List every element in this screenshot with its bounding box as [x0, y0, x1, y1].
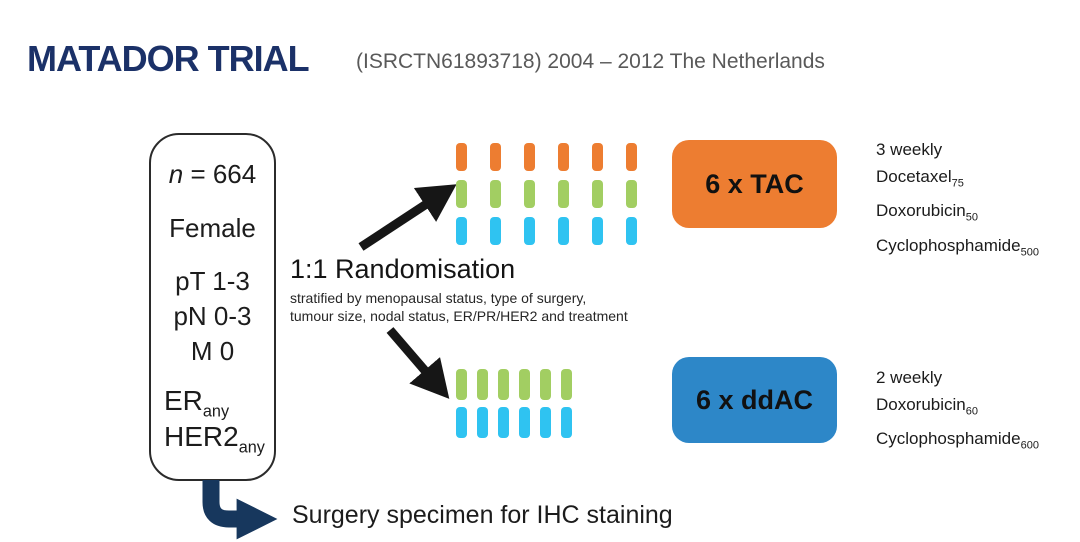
cycle-tick-row-green: [456, 369, 572, 400]
cycle-tick: [490, 217, 501, 245]
cycle-tick: [540, 407, 551, 438]
cycle-tick: [519, 407, 530, 438]
page-title: MATADOR TRIAL: [27, 38, 310, 79]
cycle-tick: [540, 369, 551, 400]
cycle-tick: [477, 369, 488, 400]
cycle-tick: [456, 217, 467, 245]
trial-registration-subtitle: (ISRCTN61893718) 2004 – 2012 The Netherl…: [356, 50, 825, 73]
cycle-tick: [490, 180, 501, 208]
arrow-to-ddac-arm: [386, 327, 450, 399]
cycle-tick: [626, 180, 637, 208]
tac-regimen-details: 3 weekly Docetaxel75 Doxorubicin50 Cycloph…: [876, 136, 1039, 266]
cycle-tick: [456, 407, 467, 438]
arrow-to-surgery-note: [202, 480, 278, 540]
ddac-arm-box: 6 x ddAC: [672, 357, 837, 443]
drug-label: Docetaxel75: [876, 167, 964, 190]
stratification-line-2: tumour size, nodal status, ER/PR/HER2 an…: [290, 308, 628, 324]
randomisation-title: 1:1 Randomisation: [290, 254, 516, 284]
cycle-tick: [626, 143, 637, 171]
nodal-stage-criterion: pN 0-3: [173, 301, 252, 331]
her2-subscript: any: [238, 438, 265, 457]
n-value: = 664: [183, 159, 257, 189]
cycle-tick: [498, 369, 509, 400]
cycle-tick: [477, 407, 488, 438]
ddac-arm-label: 6 x ddAC: [695, 384, 814, 415]
ddac-drug-list: Doxorubicin60 Cyclophosphamide600: [876, 391, 1039, 460]
cycle-tick: [558, 217, 569, 245]
cycle-tick: [561, 407, 572, 438]
cycle-tick: [592, 143, 603, 171]
cycle-tick: [524, 143, 535, 171]
eligibility-box: n = 664 Female pT 1-3 pN 0-3 M 0 ERany H…: [149, 133, 276, 481]
randomisation-block: 1:1 Randomisation stratified by menopaus…: [290, 254, 628, 325]
cycle-tick: [524, 217, 535, 245]
tumour-stage-criterion: pT 1-3: [175, 266, 250, 296]
drug-label: Cyclophosphamide600: [876, 429, 1039, 452]
cycle-tick: [456, 143, 467, 171]
cycle-tick-row-cyan: [456, 407, 572, 438]
cycle-tick: [490, 143, 501, 171]
tac-arm-label: 6 x TAC: [705, 168, 804, 199]
sex-criterion: Female: [169, 213, 256, 243]
cycle-tick: [558, 143, 569, 171]
her2-label: HER2: [164, 421, 239, 452]
ddac-schedule: 2 weekly: [876, 368, 943, 387]
cycle-tick: [456, 369, 467, 400]
cycle-tick: [592, 217, 603, 245]
cycle-tick: [524, 180, 535, 208]
er-label: ER: [164, 385, 203, 416]
cycle-tick: [519, 369, 530, 400]
drug-label: Cyclophosphamide500: [876, 235, 1039, 259]
tac-drug-list: Docetaxel75 Doxorubicin50 Cyclophosphamide…: [876, 163, 1039, 266]
n-symbol: n: [168, 159, 184, 189]
cycle-tick: [626, 217, 637, 245]
cycle-tick-row-cyan: [456, 217, 637, 245]
cycle-tick: [456, 180, 467, 208]
enrollment-count: n = 664: [151, 159, 274, 190]
cycle-tick-row-orange: [456, 143, 637, 171]
cycle-tick: [498, 407, 509, 438]
her2-status-criterion: HER2any: [151, 421, 274, 458]
cycle-tick: [592, 180, 603, 208]
metastasis-criterion: M 0: [190, 336, 235, 366]
tac-cycle-ticks: [456, 143, 637, 245]
cycle-tick-row-green: [456, 180, 637, 208]
cycle-tick: [558, 180, 569, 208]
drug-label: Doxorubicin60: [876, 395, 979, 418]
cycle-tick: [561, 369, 572, 400]
er-subscript: any: [202, 402, 230, 421]
er-status-criterion: ERany: [151, 385, 274, 422]
stratification-note: stratified by menopausal status, type of…: [290, 289, 628, 325]
ddac-cycle-ticks: [456, 369, 572, 438]
tac-arm-box: 6 x TAC: [672, 140, 837, 228]
arrow-to-tac-arm: [358, 184, 457, 251]
ddac-regimen-details: 2 weekly Doxorubicin60 Cyclophosphamide60…: [876, 364, 1039, 460]
stratification-line-1: stratified by menopausal status, type of…: [290, 290, 587, 306]
drug-label: Doxorubicin50: [876, 201, 979, 224]
tac-schedule: 3 weekly: [876, 140, 943, 159]
surgery-note: Surgery specimen for IHC staining: [292, 501, 673, 529]
